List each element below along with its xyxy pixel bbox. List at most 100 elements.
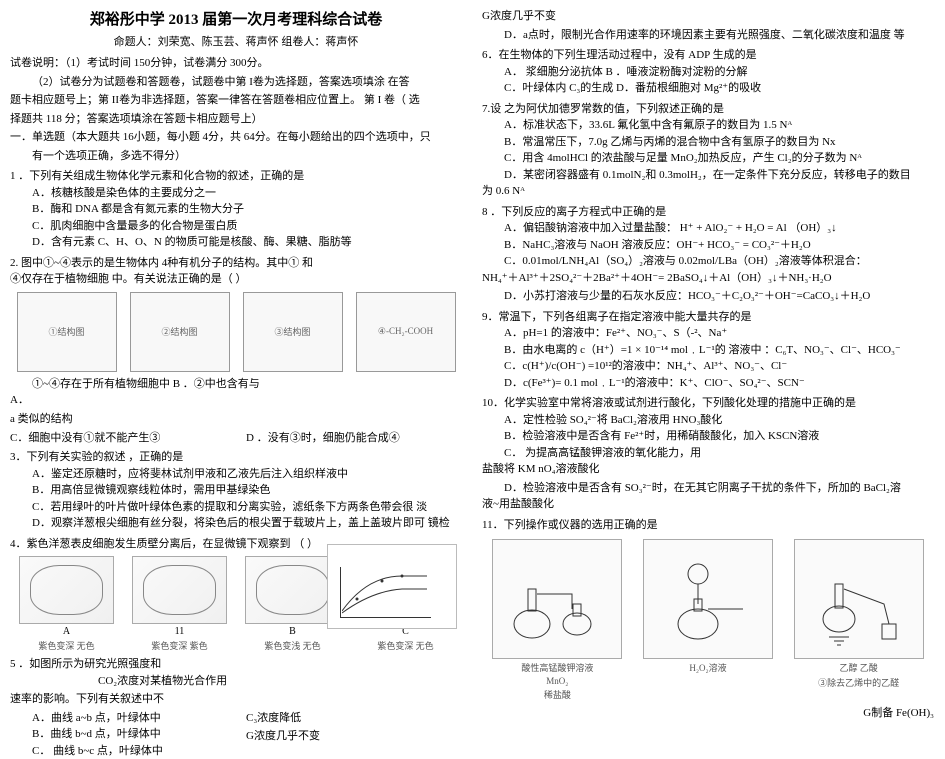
q6-opt-c: C．叶绿体内 C₃的生成 D．番茄根细胞对 Mg²⁺的吸收 [482,80,934,97]
apparatus-fig-2 [643,539,773,659]
q4-cap-a: 紫色变深 无色 [19,639,114,652]
q1-opt-b: B．酶和 DNA 都是含有氮元素的生物大分子 [10,201,462,218]
q8-opt-d: D．小苏打溶液与少量的石灰水反应：HCO₃⁻＋C₂O₃²⁻＋OH⁻=CaCO₃↓… [482,288,934,305]
q7-stem: 7.设 之为阿伏加德罗常数的值，下列叙述正确的是 [482,101,934,118]
q2-fig-4: ④-CH₂-COOH [356,292,456,372]
cell-fig-a [19,556,114,624]
apparatus-2-label: H₂O₂溶液 [643,661,773,674]
q8-opt-c2: NH₄⁺＋Al³⁺＋2SO₄²⁻＋2Ba²⁺＋4OH⁻= 2BaSO₄↓＋Al（… [482,270,934,287]
apparatus-block-2: H₂O₂溶液 [643,539,773,701]
q7-opt-b: B．常温常压下，7.0g 乙烯与丙烯的混合物中含有氢原子的数目为 Nx [482,134,934,151]
q10-opt-d2: 液~用盐酸酸化 [482,496,934,513]
q4-cap-d: 紫色变深 无色 [358,639,453,652]
q2-fig-1: ①结构图 [17,292,117,372]
q5-curve-icon [342,571,427,616]
section-1-head: 一．单选题（本大题共 16小题，每小题 4分，共 64分。在每小题给出的四个选项… [10,129,462,146]
apparatus-1-label-b: MnO₂ [492,676,622,686]
q5-side-1: C₃浓度降低 [246,710,462,727]
apparatus-block-1: 酸性高锰酸钾溶液 MnO₂ 稀盐酸 [492,539,622,701]
q3-opt-c: C．若用绿叶的叶片做叶绿体色素的提取和分离实验，滤纸条下方两条色带会很 淡 [10,499,462,516]
q8-opt-b: B．NaHC₃溶液与 NaOH 溶液反应：OH⁻+ HCO₃⁻ = CO₃²⁻＋… [482,237,934,254]
desc-line-2: （2）试卷分为试题卷和答题卷，试题卷中第 I卷为选择题，答案选项填涂 在答 [10,74,462,91]
q6-stem: 6．在生物体的下列生理活动过程中，没有 ADP 生成的是 [482,47,934,64]
q5-opt-a: A．曲线 a~b 点，叶绿体中 [10,710,226,727]
q7-opt-c: C．用含 4molHCl 的浓盐酸与足量 MnO₂加热反应，产生 Cl₂的分子数… [482,150,934,167]
cell-fig-b [132,556,227,624]
r-top-1: G浓度几乎不变 [482,8,934,25]
funnel-flask-icon [653,549,763,649]
cell-fig-c [245,556,340,624]
authors-line: 命题人：刘荣宽、陈玉芸、蒋声怀 组卷人：蒋声怀 [10,33,462,49]
q10-opt-b: B．检验溶液中是否含有 Fe²⁺时，用稀硝酸酸化，加入 KSCN溶液 [482,428,934,445]
apparatus-3-label: 乙醇 乙酸 [794,661,924,674]
q1-opt-c: C．肌肉细胞中含量最多的化合物是蛋白质 [10,218,462,235]
right-column: G浓度几乎不变 D．a点时，限制光合作用速率的环境因素主要有光照强度、二氧化碳浓… [472,0,944,699]
apparatus-row: 酸性高锰酸钾溶液 MnO₂ 稀盐酸 H₂O₂溶液 [482,539,934,701]
apparatus-fig-3 [794,539,924,659]
q7-opt-d2: 为 0.6 Nᴬ [482,183,934,200]
q5-stem-3: 速率的影响。下列有关叙述中不 [10,691,462,708]
q2-opt-line: ①~④存在于所有植物细胞中 B ．②中也含有与 [10,376,462,393]
q7-opt-d: D．某密闭容器盛有 0.1molN₂和 0.3molH₂，在一定条件下充分反应，… [482,167,934,184]
q4-label-b: B [245,626,340,637]
left-column: 郑裕彤中学 2013 届第一次月考理科综合试卷 命题人：刘荣宽、陈玉芸、蒋声怀 … [0,0,472,699]
q3-opt-a: A．鉴定还原糖时，应将斐林试剂甲液和乙液先后注入组织样液中 [10,466,462,483]
q4-cap-c: 紫色变浅 无色 [245,639,340,652]
q2-fig-2: ②结构图 [130,292,230,372]
q5-opt-c: C． 曲线 b~c 点，叶绿体中 [10,743,226,759]
q8-opt-a: A．偏铝酸钠溶液中加入过量盐酸： H⁺ + AlO₂⁻ + H₂O = Al （… [482,220,934,237]
q2-opt-c: C．细胞中没有①就不能产生③ [10,429,226,445]
q9-opt-c: C．c(H⁺)/c(OH⁻) =10¹²的溶液中：NH₄⁺、Al³⁺、NO₃⁻、… [482,358,934,375]
apparatus-3-caption: ③除去乙烯中的乙醛 [794,676,924,689]
q5-stem-2: CO₂浓度对某植物光合作用 [10,673,462,690]
q9-opt-d: D．c(Fe³⁺)= 0.1 mol﹒L⁻¹的溶液中：K⁺、ClO⁻、SO₄²⁻… [482,375,934,392]
q8-stem: 8 ．下列反应的离子方程式中正确的是 [482,204,934,221]
apparatus-block-3: 乙醇 乙酸 ③除去乙烯中的乙醛 [794,539,924,701]
bottom-line: G制备 Fe(OH)₃ [482,705,934,722]
q2-stem: 2. 图中①~④表示的是生物体内 4种有机分子的结构。其中① 和 [10,255,462,272]
q1-opt-d: D．含有元素 C、H、O、N 的物质可能是核酸、酶、果糖、脂肪等 [10,234,462,251]
q5-side-2: G浓度几乎不变 [246,728,462,745]
flask-set-icon [502,549,612,649]
apparatus-1-label-c: 稀盐酸 [492,688,622,701]
q10-opt-c: C． 为提高高锰酸钾溶液的氧化能力，用 [482,445,934,462]
q2-stem-2: ④仅存在于植物细胞 中。有关说法正确的是（ ） [10,271,462,288]
q6-opt-a: A． 浆细胞分泌抗体 B ．唾液淀粉酶对淀粉的分解 [482,64,934,81]
q3-stem: 3．下列有关实验的叙述 ，正确的是 [10,449,462,466]
q10-opt-d: D．检验溶液中是否含有 SO₃²⁻时，在无其它阴离子干扰的条件下，所加的 BaC… [482,480,934,497]
q9-stem: 9．常温下，下列各组离子在指定溶液中能大量共存的是 [482,309,934,326]
q9-opt-b: B．由水电离的 c（H⁺）=1 × 10⁻¹⁴ mol﹒L⁻¹的 溶液中 ：C₆… [482,342,934,359]
q1-stem: 1 ．下列有关组成生物体化学元素和化合物的叙述，正确的是 [10,168,462,185]
q2-a-lead: A． [10,392,462,409]
q4-cell-a: A 紫色变深 无色 [19,556,114,652]
apparatus-1-label-a: 酸性高锰酸钾溶液 [492,661,622,674]
q2-fig-3: ③结构图 [243,292,343,372]
q7-opt-a: A．标准状态下，33.6L 氟化氢中含有氟原子的数目为 1.5 Nᴬ [482,117,934,134]
q5-opts: A．曲线 a~b 点，叶绿体中 B．曲线 b~d 点，叶绿体中 C． 曲线 b~… [10,710,462,759]
q9-opt-a: A．pH=1 的溶液中：Fe²⁺、NO₃⁻、S（-²、Na⁺ [482,325,934,342]
q4-cell-c: B 紫色变浅 无色 [245,556,340,652]
r-top-2: D．a点时，限制光合作用速率的环境因素主要有光照强度、二氧化碳浓度和温度 等 [482,27,934,44]
desc-line-3: 题卡相应题号上；第 II卷为非选择题，答案一律答在答题卷相应位置上。 第 I 卷… [10,92,462,109]
q10-opt-a: A．定性检验 SO₄²⁻将 BaCl₂溶液用 HNO₃酸化 [482,412,934,429]
q10-stem: 10．化学实验室中常将溶液或试剂进行酸化，下列酸化处理的措施中正确的是 [482,395,934,412]
q5-graph [327,544,457,629]
q4-cell-b: 11 紫色变深 紫色 [132,556,227,652]
q2-a-lead-2: a 类似的结构 [10,411,462,428]
q3-opt-d: D．观察洋葱根尖细胞有丝分裂，将染色后的根尖置于载玻片上，盖上盖玻片即可 镜检 [10,515,462,532]
desc-line-1: 试卷说明：（1）考试时间 150分钟，试卷满分 300分。 [10,55,462,72]
q2-opt-d: D ．没有③时，细胞仍能合成④ [246,429,462,445]
q2-cd-row: C．细胞中没有①就不能产生③ D ．没有③时，细胞仍能合成④ [10,429,462,445]
q11-stem: 11．下列操作或仪器的选用正确的是 [482,517,934,534]
distill-icon [804,549,914,649]
q2-figure-row: ①结构图 ②结构图 ③结构图 ④-CH₂-COOH [10,292,462,372]
q5-stem: 5 ．如图所示为研究光照强度和 [10,656,462,673]
exam-title: 郑裕彤中学 2013 届第一次月考理科综合试卷 [10,8,462,29]
q4-label-a: A [19,626,114,637]
q8-opt-c: C．0.01mol/LNH₄Al（SO₄）₂溶液与 0.02mol/LBa（OH… [482,253,934,270]
q1-opt-a: A．核糖核酸是染色体的主要成分之一 [10,185,462,202]
q4-cap-b: 紫色变深 紫色 [132,639,227,652]
q4-label-11: 11 [132,626,227,637]
q10-opt-c2: 盐酸将 KM nO₄溶液酸化 [482,461,934,478]
q5-opt-b: B．曲线 b~d 点，叶绿体中 [10,726,226,743]
